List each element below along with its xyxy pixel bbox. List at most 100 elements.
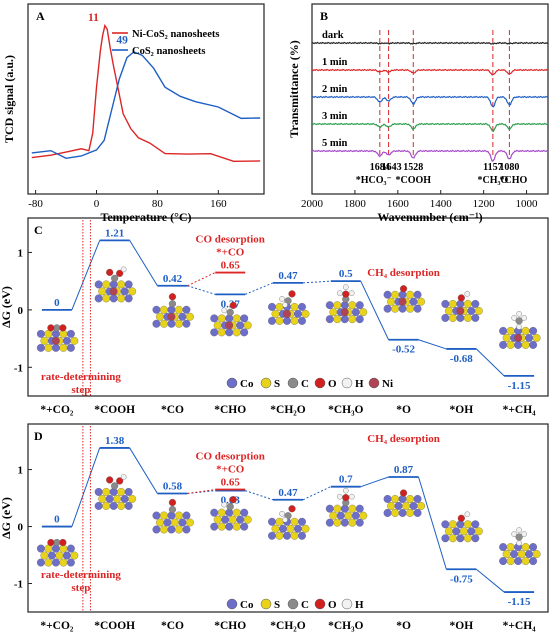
co-atom	[471, 520, 480, 529]
s-atom	[217, 328, 226, 337]
legend-o-icon	[314, 598, 326, 610]
peak-assignment-label: *CH₃O	[477, 175, 508, 186]
co-atom	[94, 501, 103, 510]
co-atom	[210, 522, 219, 531]
category-label: *CO	[161, 620, 184, 632]
co-atom	[325, 504, 334, 513]
co-atom	[351, 511, 360, 520]
s-atom	[117, 294, 126, 303]
legend-co-icon	[226, 377, 238, 389]
x-tick-label: 1600	[387, 198, 410, 210]
energy-connector	[418, 339, 447, 350]
s-atom	[290, 316, 299, 325]
spectrum-line-3	[311, 122, 549, 133]
co-atom	[66, 558, 75, 567]
co-atom	[36, 544, 45, 553]
structure-model	[152, 293, 194, 328]
co-atom	[355, 301, 364, 310]
s-atom	[502, 550, 511, 559]
s-atom	[329, 511, 338, 520]
category-label: *OH	[450, 404, 474, 416]
co-atom	[94, 487, 103, 496]
energy-value-label: 0.47	[278, 487, 298, 499]
spectrum-line-2	[311, 95, 549, 108]
s-atom	[228, 515, 237, 524]
structure-model	[383, 489, 426, 517]
s-atom	[232, 508, 241, 517]
co-atom	[109, 501, 118, 510]
co-atom	[529, 543, 538, 552]
y-tick-label: -1	[14, 362, 23, 374]
co-atom	[529, 557, 538, 566]
spectrum-label: 5 min	[322, 138, 348, 149]
co-atom	[499, 340, 508, 349]
s-atom	[333, 504, 342, 513]
co-atom	[62, 336, 71, 345]
s-atom	[59, 558, 68, 567]
s-atom	[506, 326, 515, 335]
energy-value-label: 0.87	[394, 464, 414, 476]
h-atom	[342, 487, 349, 494]
s-atom	[128, 494, 137, 503]
energy-connector	[245, 282, 274, 295]
s-atom	[40, 551, 49, 560]
c-atom	[168, 505, 177, 514]
panel-a-frame	[27, 3, 265, 195]
legend-c-icon	[287, 377, 299, 389]
s-atom	[444, 527, 453, 536]
legend-c-icon	[287, 598, 299, 610]
s-atom	[174, 305, 183, 314]
category-label: *CHO	[214, 404, 246, 416]
energy-value-label: 0.47	[278, 270, 298, 282]
s-atom	[159, 511, 168, 520]
category-label: *O	[396, 404, 411, 416]
energy-value-label: 0	[54, 297, 60, 309]
y-axis-label: Transmittance (%)	[287, 40, 301, 137]
h-atom	[511, 531, 517, 537]
co-atom	[236, 515, 245, 524]
s-atom	[521, 557, 530, 566]
panel-c-frame	[27, 217, 549, 397]
s-atom	[232, 328, 241, 337]
co-atom	[355, 504, 364, 513]
s-atom	[348, 301, 357, 310]
energy-connector	[71, 240, 101, 311]
energy-connector	[187, 285, 216, 295]
co-atom	[152, 525, 161, 534]
legend-o-icon	[314, 377, 326, 389]
co-atom	[452, 527, 461, 536]
y-tick-label: 0	[18, 522, 24, 534]
o-atom	[457, 514, 465, 522]
s-atom	[271, 524, 280, 533]
rds-label-2: step	[71, 582, 90, 594]
series-line-blue	[31, 51, 261, 160]
co-atom	[51, 343, 60, 352]
co-atom	[409, 502, 418, 510]
co-atom	[413, 495, 422, 503]
legend-h-label: H	[355, 378, 364, 390]
s-atom	[243, 515, 252, 524]
s-atom	[275, 316, 284, 325]
co-atom	[210, 328, 219, 337]
co-atom	[152, 305, 161, 314]
ni-atom	[167, 312, 176, 321]
energy-connector	[360, 280, 390, 340]
co-desorption-value: 0.65	[221, 260, 241, 272]
s-atom	[98, 287, 107, 296]
o-atom	[106, 476, 114, 484]
legend-label-red: Ni-CoS₂ nanosheets	[132, 29, 219, 40]
co-atom	[298, 517, 306, 526]
co-atom	[240, 508, 249, 517]
o-atom	[47, 538, 55, 547]
s-atom	[290, 517, 299, 526]
co-atom	[441, 299, 450, 308]
s-atom	[102, 501, 111, 510]
c-atom	[111, 274, 119, 282]
co-atom	[268, 517, 276, 526]
s-atom	[474, 306, 483, 315]
co-atom	[294, 309, 302, 318]
spectrum-line-1	[311, 68, 549, 76]
s-atom	[102, 487, 111, 496]
s-atom	[506, 557, 515, 566]
co-atom	[441, 534, 450, 543]
